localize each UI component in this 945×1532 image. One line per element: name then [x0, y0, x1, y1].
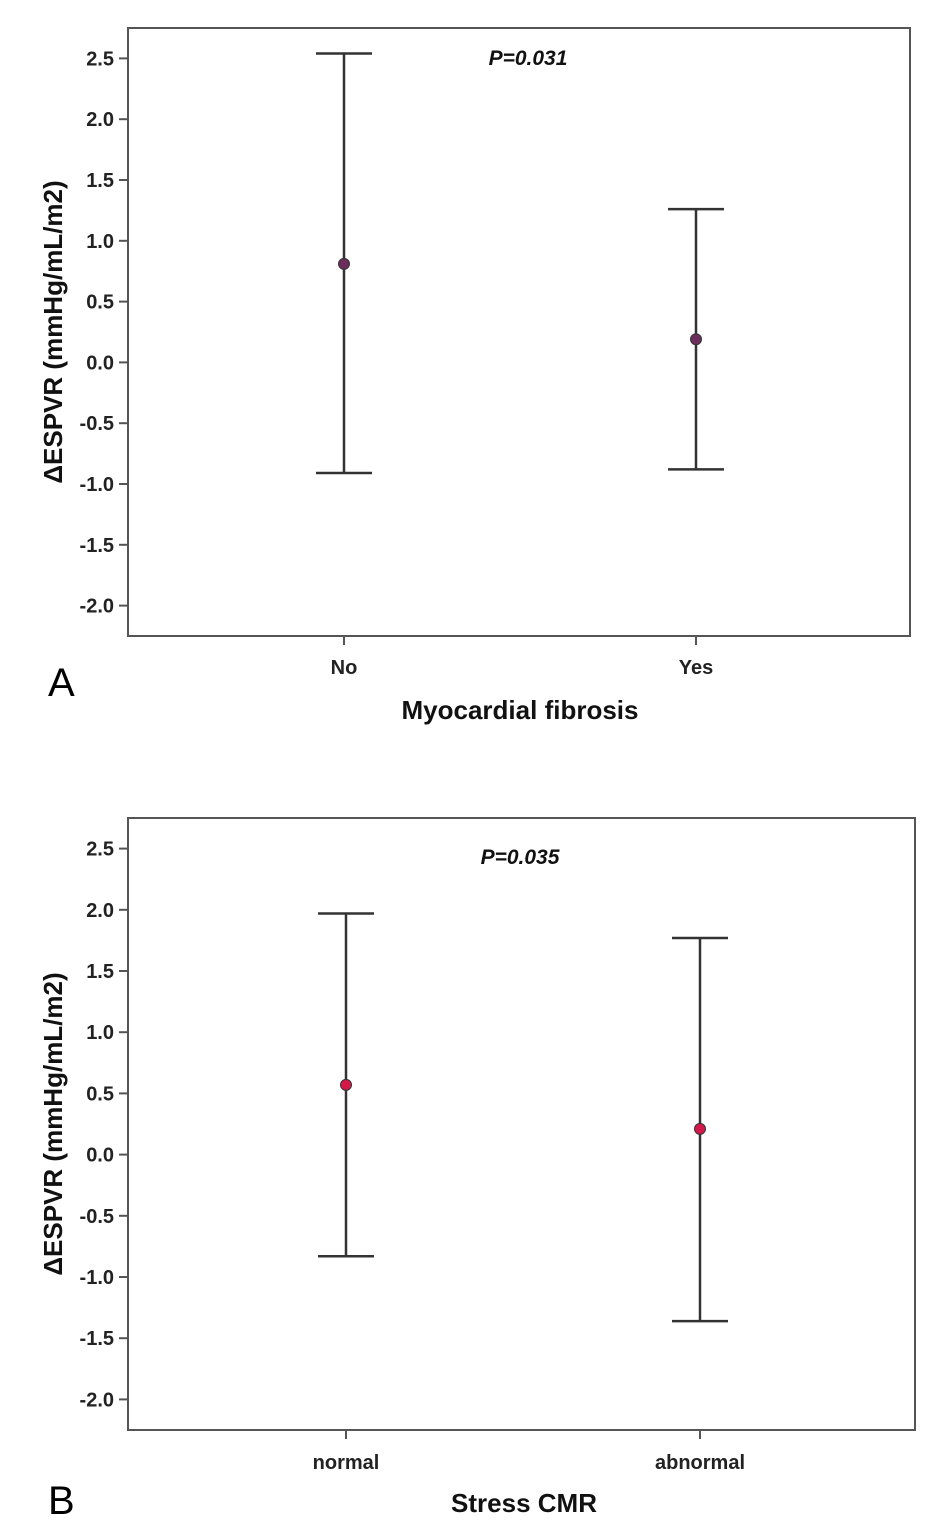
x-tick-label-normal: normal [313, 1452, 380, 1474]
mean-point-no [338, 257, 350, 270]
chart-panel-b: 2.5 2.0 1.5 1.0 0.5 0.0 -0.5 -1.0 -1.5 -2.0 normal… [38, 817, 916, 1523]
y-tick-label: 0.5 [86, 292, 114, 314]
y-tick-label: -2.0 [80, 596, 114, 618]
mean-point-abnormal [694, 1122, 706, 1135]
y-tick-label: 0.0 [86, 352, 114, 374]
y-tick-label: 2.5 [86, 48, 114, 70]
y-tick-label: -1.5 [80, 535, 114, 557]
x-tick-label-abnormal: abnormal [655, 1452, 745, 1474]
x-axis-title: Stress CMR [451, 1488, 597, 1518]
mean-point-normal [340, 1078, 352, 1091]
y-tick-label: -0.5 [80, 413, 114, 435]
p-value-annotation: P=0.031 [489, 47, 568, 70]
y-tick-label: -1.5 [80, 1328, 114, 1350]
x-tick-label-no: No [331, 657, 358, 679]
mean-point-yes [690, 333, 702, 346]
x-axis-title: Myocardial fibrosis [402, 695, 639, 725]
plot-frame [127, 817, 916, 1431]
y-tick-label: 1.5 [86, 961, 114, 983]
y-tick-label: -2.0 [80, 1389, 114, 1411]
panel-label: B [48, 1479, 75, 1523]
y-tick-label: -1.0 [80, 474, 114, 496]
y-tick-label: 0.0 [86, 1145, 114, 1167]
y-tick-label: 0.5 [86, 1083, 114, 1105]
y-tick-label: -0.5 [80, 1206, 114, 1228]
x-tick-label-yes: Yes [679, 657, 713, 679]
p-value-annotation: P=0.035 [481, 846, 560, 869]
y-tick-label: 1.0 [86, 1022, 114, 1044]
y-tick-label: 1.5 [86, 170, 114, 192]
y-tick-label: 2.5 [86, 839, 114, 861]
y-tick-label: 2.0 [86, 109, 114, 131]
panel-label: A [48, 661, 75, 705]
y-tick-label: 1.0 [86, 231, 114, 253]
y-axis-title: ΔESPVR (mmHg/mL/m2) [38, 972, 68, 1275]
y-tick-label: 2.0 [86, 900, 114, 922]
y-axis-title: ΔESPVR (mmHg/mL/m2) [38, 180, 68, 483]
y-tick-label: -1.0 [80, 1267, 114, 1289]
plot-frame [127, 27, 911, 637]
chart-panel-a: 2.5 2.0 1.5 1.0 0.5 0.0 -0.5 -1.0 -1.5 -2.0 No Yes P… [38, 27, 911, 725]
